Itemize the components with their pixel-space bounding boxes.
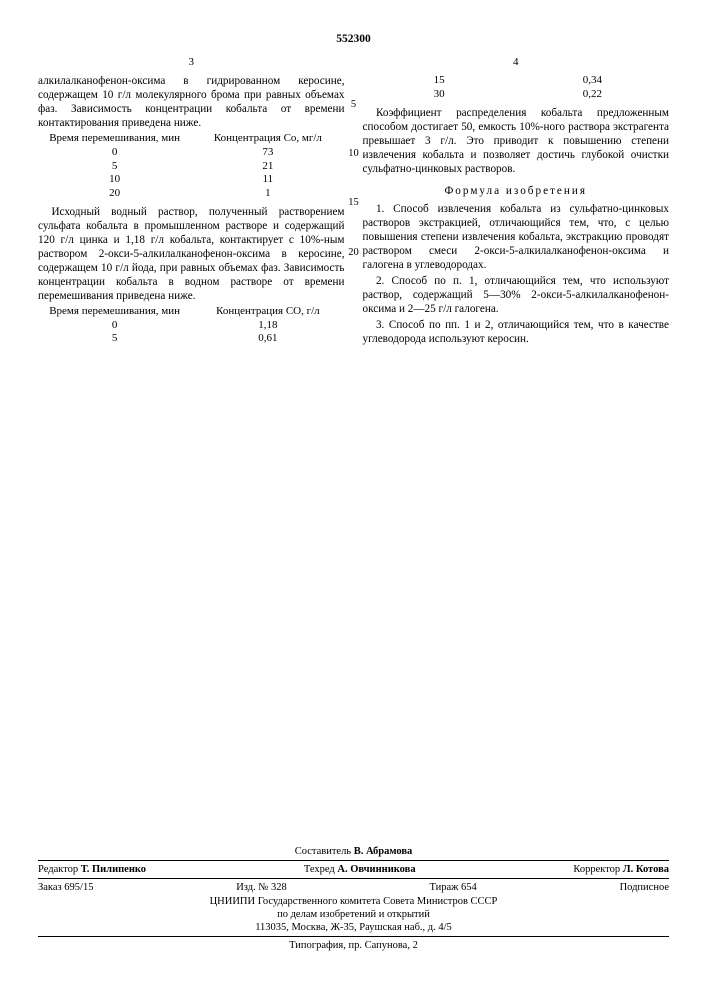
tbl2c-r0c1: 0,34 [516, 74, 669, 88]
tbl2-r1c0: 5 [38, 332, 191, 346]
line-num: 10 [348, 149, 359, 160]
editor-label: Редактор [38, 864, 78, 875]
tbl1-r0c0: 0 [38, 146, 191, 160]
tbl2-head-left: Время перемешивания, мин [38, 305, 191, 319]
corrector-name: Л. Котова [623, 864, 669, 875]
editor-name: Т. Пилипенко [81, 864, 146, 875]
tbl2c-r1c0: 30 [363, 88, 516, 102]
right-column: 4 150,34 300,22 Коэффициент распределени… [363, 56, 670, 350]
footer-rule-2 [38, 878, 669, 879]
patent-page: 552300 5 10 15 20 3 алкилалканофенон-окс… [0, 0, 707, 1000]
composer-name: В. Абрамова [354, 846, 413, 857]
tbl1-head-left: Время перемешивания, мин [38, 132, 191, 146]
formula-title: Формула изобретения [363, 184, 670, 198]
line-num: 20 [348, 248, 359, 259]
tbl1-r2c1: 11 [191, 173, 344, 187]
footer-rule-1 [38, 860, 669, 861]
tbl2-head-right: Концентрация СО, г/л [191, 305, 344, 319]
table-2-cont: 150,34 300,22 [363, 74, 670, 102]
footer-typo: Типография, пр. Сапунова, 2 [38, 939, 669, 952]
tbl1-r2c0: 10 [38, 173, 191, 187]
tbl2c-r1c1: 0,22 [516, 88, 669, 102]
claim-3: 3. Способ по пп. 1 и 2, отличающийся тем… [363, 318, 670, 346]
corrector-label: Корректор [573, 864, 620, 875]
tbl2-r0c1: 1,18 [191, 319, 344, 333]
tbl1-r1c1: 21 [191, 160, 344, 174]
line-num: 15 [348, 198, 359, 209]
right-para-1: Коэффициент распределения кобальта предл… [363, 106, 670, 176]
footer-order: Заказ 695/15 [38, 881, 93, 894]
tbl1-r0c1: 73 [191, 146, 344, 160]
table-2: Время перемешивания, мин Концентрация СО… [38, 305, 345, 346]
footer-composer: Составитель В. Абрамова [38, 845, 669, 858]
footer-org: ЦНИИПИ Государственного комитета Совета … [38, 895, 669, 934]
left-para-1: алкилалканофенон-оксима в гидрированном … [38, 74, 345, 130]
tech-label: Техред [304, 864, 335, 875]
left-column: 3 алкилалканофенон-оксима в гидрированно… [38, 56, 345, 350]
col-page-num-left: 3 [38, 56, 345, 70]
claim-2: 2. Способ по п. 1, отличающийся тем, что… [363, 274, 670, 316]
table-1: Время перемешивания, мин Концентрация Со… [38, 132, 345, 201]
claim-1: 1. Способ извлечения кобальта из сульфат… [363, 202, 670, 272]
patent-number: 552300 [38, 32, 669, 46]
composer-label: Составитель [295, 846, 351, 857]
left-para-2: Исходный водный раствор, полученный раст… [38, 205, 345, 303]
footer-org-2: по делам изобретений и открытий [38, 908, 669, 921]
footer-podpisnoe: Подписное [620, 881, 669, 894]
tbl1-head-right: Концентрация Со, мг/л [191, 132, 344, 146]
footer-credits-row: Редактор Т. Пилипенко Техред А. Овчинник… [38, 863, 669, 876]
col-page-num-right: 4 [363, 56, 670, 70]
tbl1-r1c0: 5 [38, 160, 191, 174]
tbl2-r1c1: 0,61 [191, 332, 344, 346]
footer-izd: Изд. № 328 [236, 881, 287, 894]
tbl1-r3c0: 20 [38, 187, 191, 201]
footer-tiraz: Тираж 654 [430, 881, 477, 894]
line-num: 5 [351, 100, 356, 111]
footer-meta-row: Заказ 695/15 Изд. № 328 Тираж 654 Подпис… [38, 881, 669, 894]
footer-rule-3 [38, 936, 669, 937]
footer-addr: 113035, Москва, Ж-35, Раушская наб., д. … [38, 921, 669, 934]
tbl2-r0c0: 0 [38, 319, 191, 333]
footer-typo-text: Типография, пр. Сапунова, 2 [38, 939, 669, 952]
tech-name: А. Овчинникова [337, 864, 415, 875]
tbl2c-r0c0: 15 [363, 74, 516, 88]
footer-org-1: ЦНИИПИ Государственного комитета Совета … [38, 895, 669, 908]
tbl1-r3c1: 1 [191, 187, 344, 201]
footer-block: Составитель В. Абрамова Редактор Т. Пили… [38, 845, 669, 952]
